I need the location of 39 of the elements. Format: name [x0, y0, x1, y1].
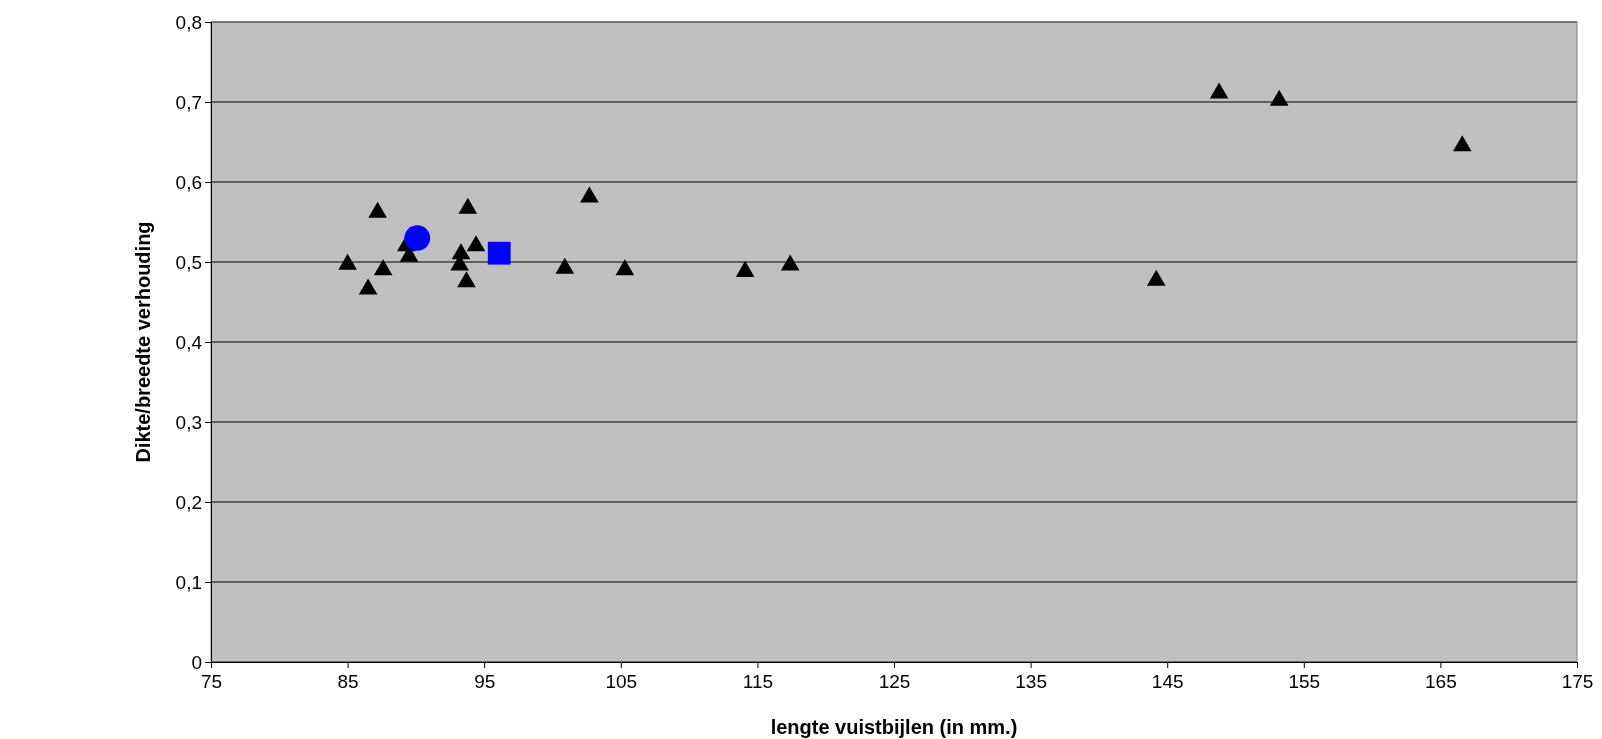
- x-tick-label: 115: [742, 671, 774, 693]
- x-axis-title: lengte vuistbijlen (in mm.): [770, 716, 1018, 738]
- point: [457, 271, 476, 288]
- x-tick-label: 175: [1561, 671, 1594, 693]
- point: [580, 186, 599, 203]
- point: [466, 235, 486, 252]
- x-tick-label: 145: [1151, 671, 1184, 693]
- point: [358, 278, 378, 295]
- point: [373, 259, 393, 276]
- point: [1146, 269, 1166, 286]
- point: [1452, 135, 1472, 152]
- x-tick-label: 135: [1015, 671, 1047, 693]
- y-tick-label: 0,6: [175, 171, 202, 193]
- x-tick-label: 125: [878, 671, 911, 693]
- point: [1269, 89, 1289, 106]
- x-tick-label: 105: [605, 671, 638, 693]
- point: [780, 254, 800, 271]
- y-tick-label: 0: [191, 651, 202, 673]
- x-tick-label: 85: [337, 671, 359, 693]
- point: [555, 257, 575, 274]
- x-tick-label: 75: [200, 671, 223, 693]
- x-tick-label: 95: [474, 671, 496, 693]
- y-tick-label: 0,8: [175, 11, 202, 33]
- y-tick-label: 0,3: [175, 411, 202, 433]
- x-tick-label: 155: [1288, 671, 1321, 693]
- y-tick-label: 0,4: [175, 331, 203, 353]
- point: [338, 253, 357, 270]
- point: [735, 260, 755, 277]
- point: [368, 201, 387, 218]
- x-tick-label: 165: [1425, 671, 1457, 693]
- point: [451, 243, 471, 260]
- y-tick-label: 0,2: [175, 491, 202, 513]
- point: [458, 197, 478, 214]
- y-tick-label: 0,7: [175, 91, 202, 113]
- point: [615, 259, 635, 276]
- y-tick-label: 0,5: [175, 251, 202, 273]
- point: [1209, 82, 1229, 99]
- y-axis-title: Dikte/breedte verhouding: [132, 221, 154, 463]
- y-tick-label: 0,1: [175, 571, 202, 593]
